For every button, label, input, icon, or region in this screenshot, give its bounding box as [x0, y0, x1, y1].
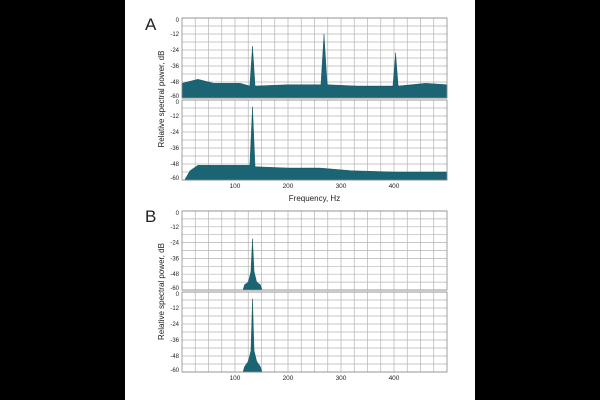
x-tick-label: 300	[336, 375, 347, 382]
x-tick-label: 200	[283, 375, 294, 382]
y-tick-label: 0	[176, 211, 180, 217]
panel-letter-a: A	[145, 15, 157, 34]
y-tick-label: -12	[170, 225, 179, 231]
plot-frame-b-2	[181, 291, 448, 373]
x-tick-label: 400	[389, 375, 400, 382]
y-tick-label: -48	[170, 80, 179, 86]
y-tick-label: -12	[170, 306, 179, 312]
y-tick-label: 0	[176, 100, 180, 106]
y-tick-label: -24	[170, 322, 179, 328]
plot-frame-b-1	[181, 210, 448, 291]
y-tick-label: -48	[170, 272, 179, 278]
spectrum-area-a-2-0	[184, 106, 448, 181]
y-tick-label: 0	[176, 292, 180, 298]
y-axis-title: Relative spectral power, dB	[157, 51, 166, 148]
spectrum-area-b-1-0	[242, 238, 263, 291]
y-tick-label: -12	[170, 32, 179, 38]
y-tick-label: -36	[170, 256, 179, 262]
y-tick-label: -24	[170, 241, 179, 247]
figure-page: A 0 -12 -24 -36 -48 -60 0 -12 -24 -36 -48 -60 100 200 3…	[125, 0, 475, 400]
x-tick-label: 200	[283, 183, 294, 190]
x-tick-label: 100	[230, 183, 241, 190]
y-tick-label: -36	[170, 146, 179, 152]
x-tick-label: 300	[336, 183, 347, 190]
x-tick-label: 400	[389, 183, 400, 190]
plot-frame-a-1	[181, 17, 448, 99]
y-tick-label: -24	[170, 48, 179, 54]
y-tick-label: -36	[170, 64, 179, 70]
y-tick-label: -48	[170, 354, 179, 360]
x-tick-label: 100	[230, 375, 241, 382]
y-tick-label: -60	[170, 286, 179, 292]
y-tick-label: -60	[170, 94, 179, 100]
y-tick-label: -24	[170, 130, 179, 136]
panel-letter-b: B	[145, 207, 156, 226]
y-tick-label: -12	[170, 114, 179, 120]
y-tick-label: -36	[170, 338, 179, 344]
x-axis-title: Frequency, Hz	[289, 194, 340, 203]
y-tick-label: 0	[176, 18, 180, 24]
y-tick-label: -60	[170, 368, 179, 374]
spectrum-area-a-1-0	[181, 33, 448, 99]
plot-frame-a-2	[181, 99, 448, 181]
y-tick-label: -60	[170, 176, 179, 182]
y-axis-title: Relative spectral power, dB	[157, 243, 166, 340]
spectrum-area-b-2-0	[242, 298, 263, 373]
y-tick-label: -48	[170, 162, 179, 168]
